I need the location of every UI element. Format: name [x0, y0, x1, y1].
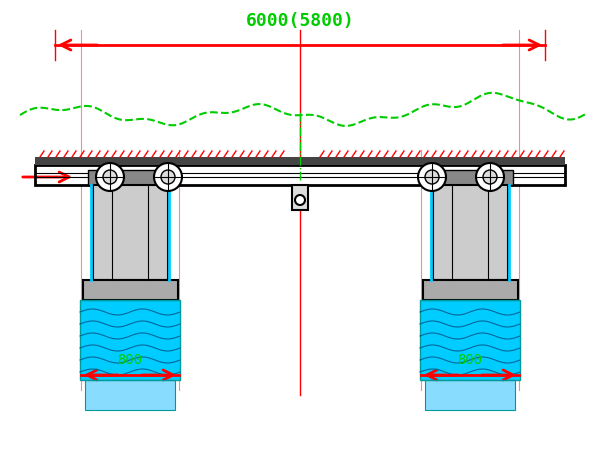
- Circle shape: [161, 170, 175, 184]
- Bar: [93, 185, 168, 280]
- Bar: [433, 185, 508, 280]
- Circle shape: [483, 170, 497, 184]
- Bar: [35, 165, 565, 185]
- Bar: [292, 185, 308, 210]
- Bar: [85, 380, 175, 410]
- Bar: [428, 170, 513, 185]
- Bar: [425, 380, 515, 410]
- Circle shape: [425, 170, 439, 184]
- Bar: [88, 170, 173, 185]
- Circle shape: [96, 163, 124, 191]
- Bar: [85, 380, 175, 410]
- Circle shape: [103, 170, 117, 184]
- Bar: [88, 170, 173, 185]
- Circle shape: [476, 163, 504, 191]
- Bar: [83, 280, 178, 300]
- Bar: [292, 185, 308, 210]
- Circle shape: [154, 163, 182, 191]
- Bar: [420, 300, 520, 380]
- Bar: [428, 170, 513, 185]
- Bar: [80, 300, 180, 380]
- Bar: [423, 280, 518, 300]
- Circle shape: [418, 163, 446, 191]
- Bar: [93, 185, 168, 280]
- Bar: [425, 380, 515, 410]
- Bar: [80, 300, 180, 380]
- Bar: [35, 165, 565, 185]
- Text: 800: 800: [457, 353, 482, 367]
- Bar: [35, 157, 565, 165]
- Bar: [433, 185, 508, 280]
- Text: 800: 800: [118, 353, 143, 367]
- Text: 6000(5800): 6000(5800): [245, 12, 355, 30]
- Bar: [420, 300, 520, 380]
- Bar: [83, 280, 178, 300]
- Bar: [423, 280, 518, 300]
- Circle shape: [295, 195, 305, 205]
